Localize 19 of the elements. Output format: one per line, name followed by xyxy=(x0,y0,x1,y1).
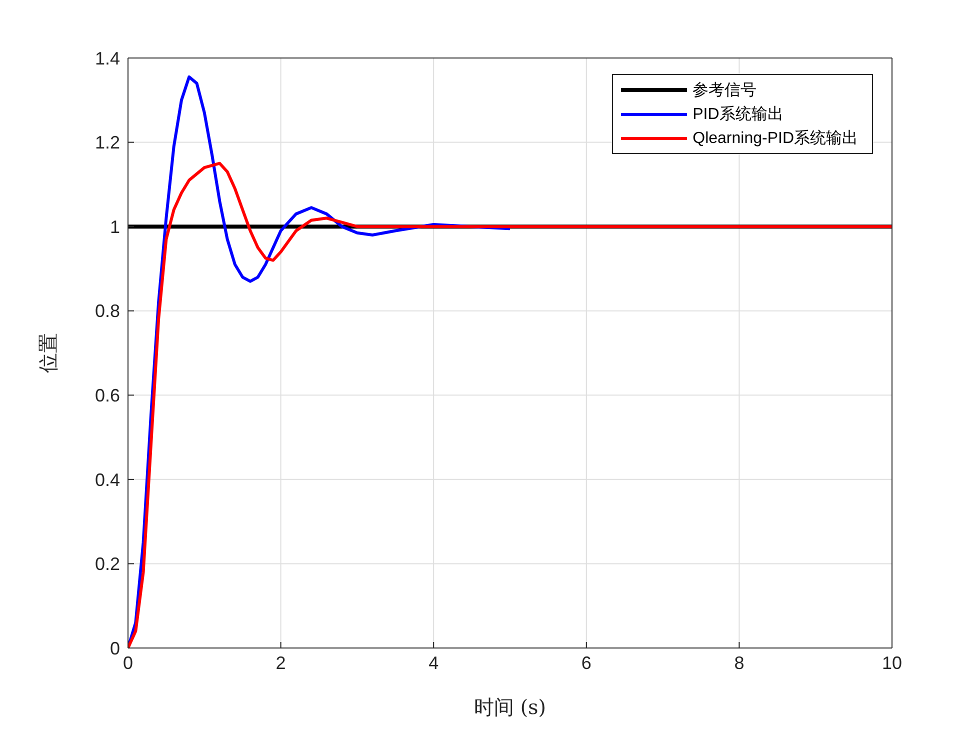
x-tick-label: 6 xyxy=(581,652,592,673)
x-tick-label: 2 xyxy=(276,652,286,673)
x-axis-title: 时间 (s) xyxy=(474,695,546,719)
y-tick-label: 1.2 xyxy=(94,132,120,153)
x-tick-label: 10 xyxy=(882,652,902,673)
legend-label: PID系统输出 xyxy=(692,104,784,124)
y-tick-label: 0.2 xyxy=(94,554,120,574)
x-tick-label: 8 xyxy=(734,652,744,673)
y-tick-label: 0 xyxy=(110,638,120,658)
y-tick-label: 0.8 xyxy=(94,301,120,322)
y-tick-label: 0.4 xyxy=(94,470,120,490)
y-axis-title: 位置 xyxy=(36,333,60,373)
y-tick-label: 0.6 xyxy=(94,386,120,406)
x-tick-label: 0 xyxy=(122,652,134,673)
y-tick-label: 1 xyxy=(110,216,120,237)
y-tick-label: 1.4 xyxy=(94,48,120,68)
legend-label: Qlearning-PID系统输出 xyxy=(692,128,858,148)
legend-label: 参考信号 xyxy=(692,80,757,100)
x-tick-label: 4 xyxy=(428,652,439,673)
